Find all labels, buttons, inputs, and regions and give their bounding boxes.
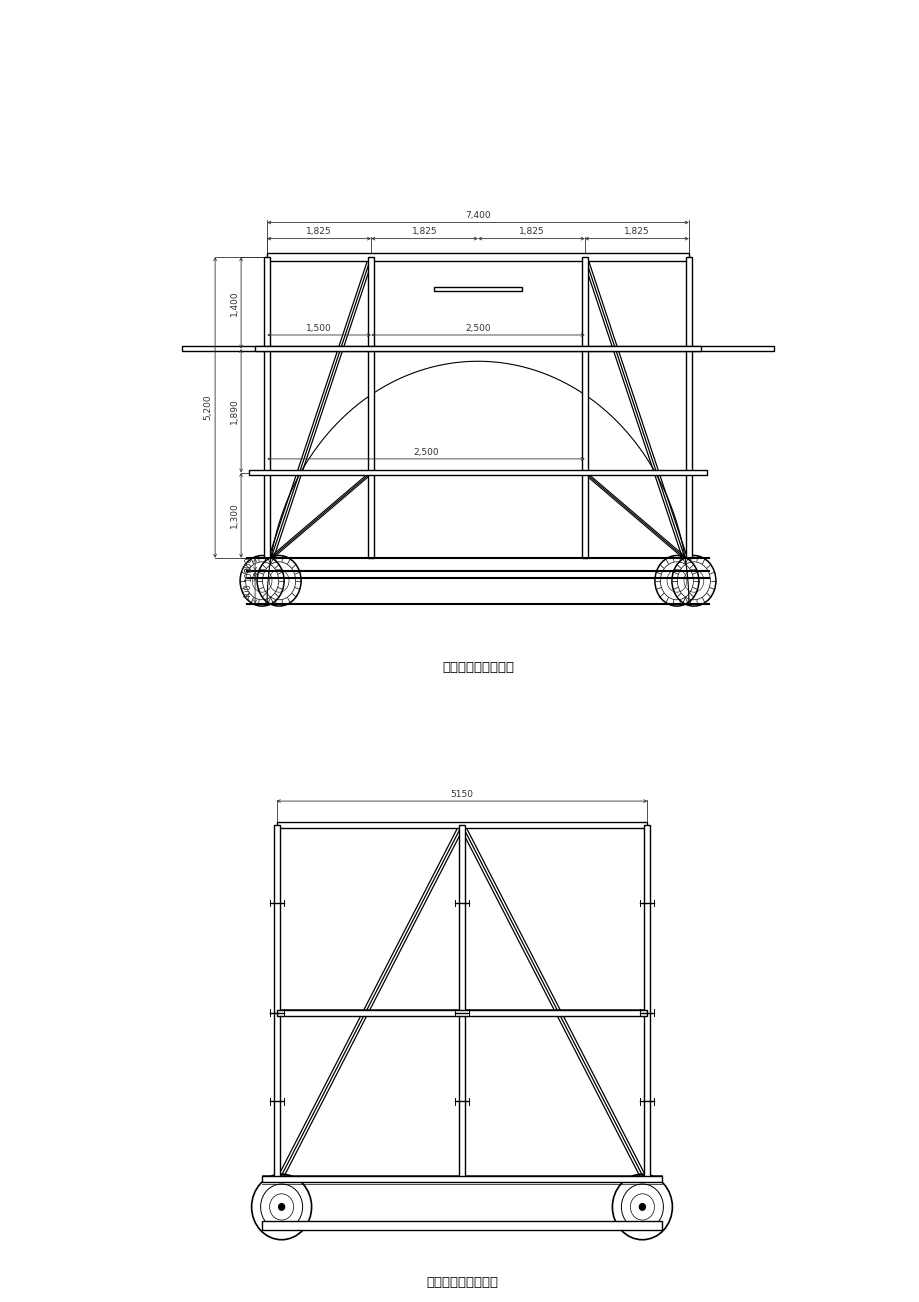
Bar [277,1010,647,1016]
Text: 1,890: 1,890 [230,398,239,423]
Bar [277,823,647,828]
Text: 100: 100 [244,566,253,582]
Circle shape [639,1203,645,1211]
Text: 5,200: 5,200 [203,395,212,421]
Bar [686,256,691,559]
Bar [261,1220,662,1230]
Text: 5150: 5150 [450,790,473,799]
Bar [459,825,464,1180]
Bar [368,256,373,559]
Text: 1,825: 1,825 [412,228,437,236]
Text: 1,825: 1,825 [518,228,544,236]
Text: 1,500: 1,500 [306,324,332,333]
Bar [249,470,706,475]
Text: 简易开挖台车正视图: 简易开挖台车正视图 [441,660,514,673]
Bar [434,286,521,292]
Text: 400: 400 [244,583,253,599]
Text: 简易开挖台车侧视图: 简易开挖台车侧视图 [425,1276,497,1289]
Bar [261,1177,662,1182]
Bar [273,825,279,1180]
Bar [255,346,700,352]
Text: 1,825: 1,825 [306,228,332,236]
Text: 2,500: 2,500 [465,324,490,333]
Bar [181,346,774,352]
Bar [264,256,269,559]
Text: 2,500: 2,500 [413,448,438,457]
Circle shape [278,1203,284,1211]
Text: 1,300: 1,300 [230,503,239,529]
Text: 7,400: 7,400 [465,211,490,220]
Bar [643,825,650,1180]
Bar [582,256,587,559]
Text: 1,825: 1,825 [623,228,649,236]
Text: 1,400: 1,400 [230,290,239,315]
Text: 200: 200 [244,556,253,573]
Bar [267,254,688,260]
